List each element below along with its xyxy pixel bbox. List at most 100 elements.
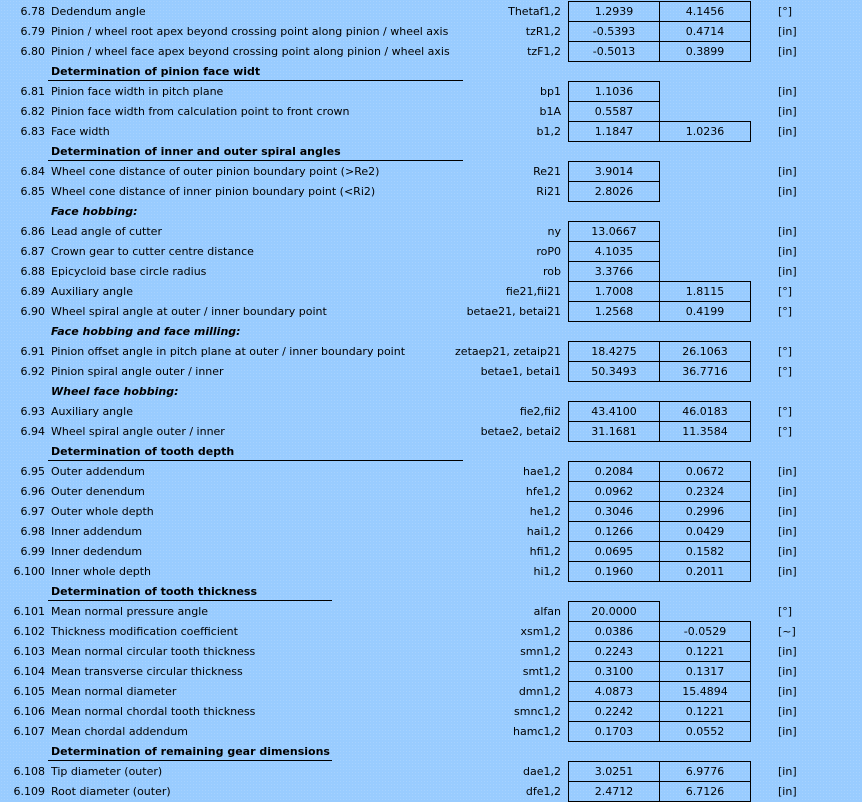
row-symbol: fie21,fii21 xyxy=(505,285,561,298)
value-cell-2[interactable]: 0.0552 xyxy=(659,721,751,742)
value-cell-1[interactable]: 3.3766 xyxy=(568,261,660,282)
value-cell-1[interactable]: 0.1266 xyxy=(568,521,660,542)
row-number: 6.104 xyxy=(13,665,46,678)
row-number: 6.100 xyxy=(13,565,46,578)
value-cell-2[interactable]: 0.0429 xyxy=(659,521,751,542)
row-symbol: Re21 xyxy=(533,165,561,178)
value-cell-1[interactable]: 0.1960 xyxy=(568,561,660,582)
row-number: 6.105 xyxy=(13,685,46,698)
value-cell-1[interactable]: 1.2568 xyxy=(568,301,660,322)
value-cell-1[interactable]: 4.1035 xyxy=(568,241,660,262)
row-label: Crown gear to cutter centre distance xyxy=(51,245,254,258)
row-unit: [in] xyxy=(778,705,797,718)
table-row: 6.78 Dedendum angle Thetaf1,2 1.2939 4.1456 [… xyxy=(0,1,862,22)
value-cell-2[interactable]: 0.2324 xyxy=(659,481,751,502)
value-cell-2[interactable]: 1.0236 xyxy=(659,121,751,142)
value-cell-1[interactable]: 18.4275 xyxy=(568,341,660,362)
value-cell-2[interactable]: 0.3899 xyxy=(659,41,751,62)
value-cell-2[interactable]: 0.1221 xyxy=(659,701,751,722)
value-cell-2[interactable]: 1.8115 xyxy=(659,281,751,302)
row-label: Pinion offset angle in pitch plane at ou… xyxy=(51,345,406,358)
value-cell-2[interactable]: 0.1317 xyxy=(659,661,751,682)
row-number: 6.82 xyxy=(20,105,46,118)
value-cell-1[interactable]: 0.0695 xyxy=(568,541,660,562)
value-cell-2[interactable]: 11.3584 xyxy=(659,421,751,442)
value-cell-2[interactable]: 0.0672 xyxy=(659,461,751,482)
value-cell-1[interactable]: 0.3046 xyxy=(568,501,660,522)
row-unit: [in] xyxy=(778,565,797,578)
row-unit: [in] xyxy=(778,185,797,198)
value-cell-1[interactable]: 3.0251 xyxy=(568,761,660,782)
value-cell-1[interactable]: 2.8026 xyxy=(568,181,660,202)
row-label: Pinion spiral angle outer / inner xyxy=(51,365,224,378)
value-cell-2[interactable]: 6.7126 xyxy=(659,781,751,802)
value-cell-1[interactable]: 3.9014 xyxy=(568,161,660,182)
row-number: 6.80 xyxy=(20,45,46,58)
row-symbol: smnc1,2 xyxy=(514,705,561,718)
row-unit: [in] xyxy=(778,665,797,678)
row-label: Mean transverse circular thickness xyxy=(51,665,243,678)
value-cell-2[interactable]: 6.9776 xyxy=(659,761,751,782)
row-symbol: ny xyxy=(547,225,561,238)
value-cell-1[interactable]: 1.1847 xyxy=(568,121,660,142)
value-cell-1[interactable]: 1.2939 xyxy=(568,1,660,22)
value-cell-1[interactable]: 20.0000 xyxy=(568,601,660,622)
row-label: Dedendum angle xyxy=(51,5,146,18)
row-number: 6.89 xyxy=(20,285,46,298)
row-number: 6.98 xyxy=(20,525,46,538)
value-cell-1[interactable]: 0.2084 xyxy=(568,461,660,482)
value-cell-1[interactable]: 0.2242 xyxy=(568,701,660,722)
value-cell-1[interactable]: -0.5013 xyxy=(568,41,660,62)
table-row: 6.94 Wheel spiral angle outer / inner beta… xyxy=(0,421,862,442)
table-row: 6.95 Outer addendum hae1,2 0.2084 0.0672 [in] xyxy=(0,461,862,482)
row-symbol: hfi1,2 xyxy=(529,545,561,558)
value-cell-1[interactable]: 4.0873 xyxy=(568,681,660,702)
row-unit: [in] xyxy=(778,165,797,178)
value-cell-1[interactable]: 50.3493 xyxy=(568,361,660,382)
value-cell-2[interactable]: 15.4894 xyxy=(659,681,751,702)
row-unit: [in] xyxy=(778,125,797,138)
value-cell-1[interactable]: 1.7008 xyxy=(568,281,660,302)
value-cell-1[interactable]: 0.0962 xyxy=(568,481,660,502)
value-cell-2[interactable]: 36.7716 xyxy=(659,361,751,382)
row-number: 6.93 xyxy=(20,405,46,418)
row-symbol: fie2,fii2 xyxy=(519,405,561,418)
value-cell-1[interactable]: 0.0386 xyxy=(568,621,660,642)
value-cell-1[interactable]: 43.4100 xyxy=(568,401,660,422)
value-cell-2[interactable]: 0.2011 xyxy=(659,561,751,582)
value-cell-1[interactable]: 0.1703 xyxy=(568,721,660,742)
table-row: 6.96 Outer denendum hfe1,2 0.0962 0.2324 [in] xyxy=(0,481,862,502)
row-symbol: Ri21 xyxy=(536,185,561,198)
table-row: 6.101 Mean normal pressure angle alfan 20.0… xyxy=(0,601,862,622)
value-cell-1[interactable]: 31.1681 xyxy=(568,421,660,442)
value-cell-1[interactable]: 13.0667 xyxy=(568,221,660,242)
value-cell-1[interactable]: 0.3100 xyxy=(568,661,660,682)
value-cell-1[interactable]: -0.5393 xyxy=(568,21,660,42)
row-label: Tip diameter (outer) xyxy=(51,765,163,778)
row-symbol: hamc1,2 xyxy=(513,725,561,738)
value-cell-2[interactable]: 0.1582 xyxy=(659,541,751,562)
section-title: Determination of inner and outer spiral … xyxy=(48,145,463,161)
row-symbol: he1,2 xyxy=(529,505,561,518)
row-number: 6.103 xyxy=(13,645,46,658)
subsection-header: Face hobbing: xyxy=(0,202,862,222)
value-cell-2[interactable]: 26.1063 xyxy=(659,341,751,362)
value-cell-2[interactable]: 46.0183 xyxy=(659,401,751,422)
value-cell-1[interactable]: 2.4712 xyxy=(568,781,660,802)
value-cell-1[interactable]: 1.1036 xyxy=(568,81,660,102)
table-row: 6.109 Root diameter (outer) dfe1,2 2.4712 6.… xyxy=(0,781,862,802)
value-cell-2[interactable]: 4.1456 xyxy=(659,1,751,22)
row-symbol: betae2, betai2 xyxy=(480,425,561,438)
value-cell-2[interactable]: -0.0529 xyxy=(659,621,751,642)
row-symbol: tzR1,2 xyxy=(525,25,561,38)
row-label: Pinion / wheel root apex beyond crossing… xyxy=(51,25,449,38)
value-cell-2[interactable]: 0.2996 xyxy=(659,501,751,522)
value-cell-2[interactable]: 0.1221 xyxy=(659,641,751,662)
value-cell-1[interactable]: 0.2243 xyxy=(568,641,660,662)
row-label: Lead angle of cutter xyxy=(51,225,162,238)
value-cell-1[interactable]: 0.5587 xyxy=(568,101,660,122)
value-cell-2[interactable]: 0.4199 xyxy=(659,301,751,322)
row-unit: [in] xyxy=(778,525,797,538)
table-row: 6.86 Lead angle of cutter ny 13.0667 [in] xyxy=(0,221,862,242)
value-cell-2[interactable]: 0.4714 xyxy=(659,21,751,42)
